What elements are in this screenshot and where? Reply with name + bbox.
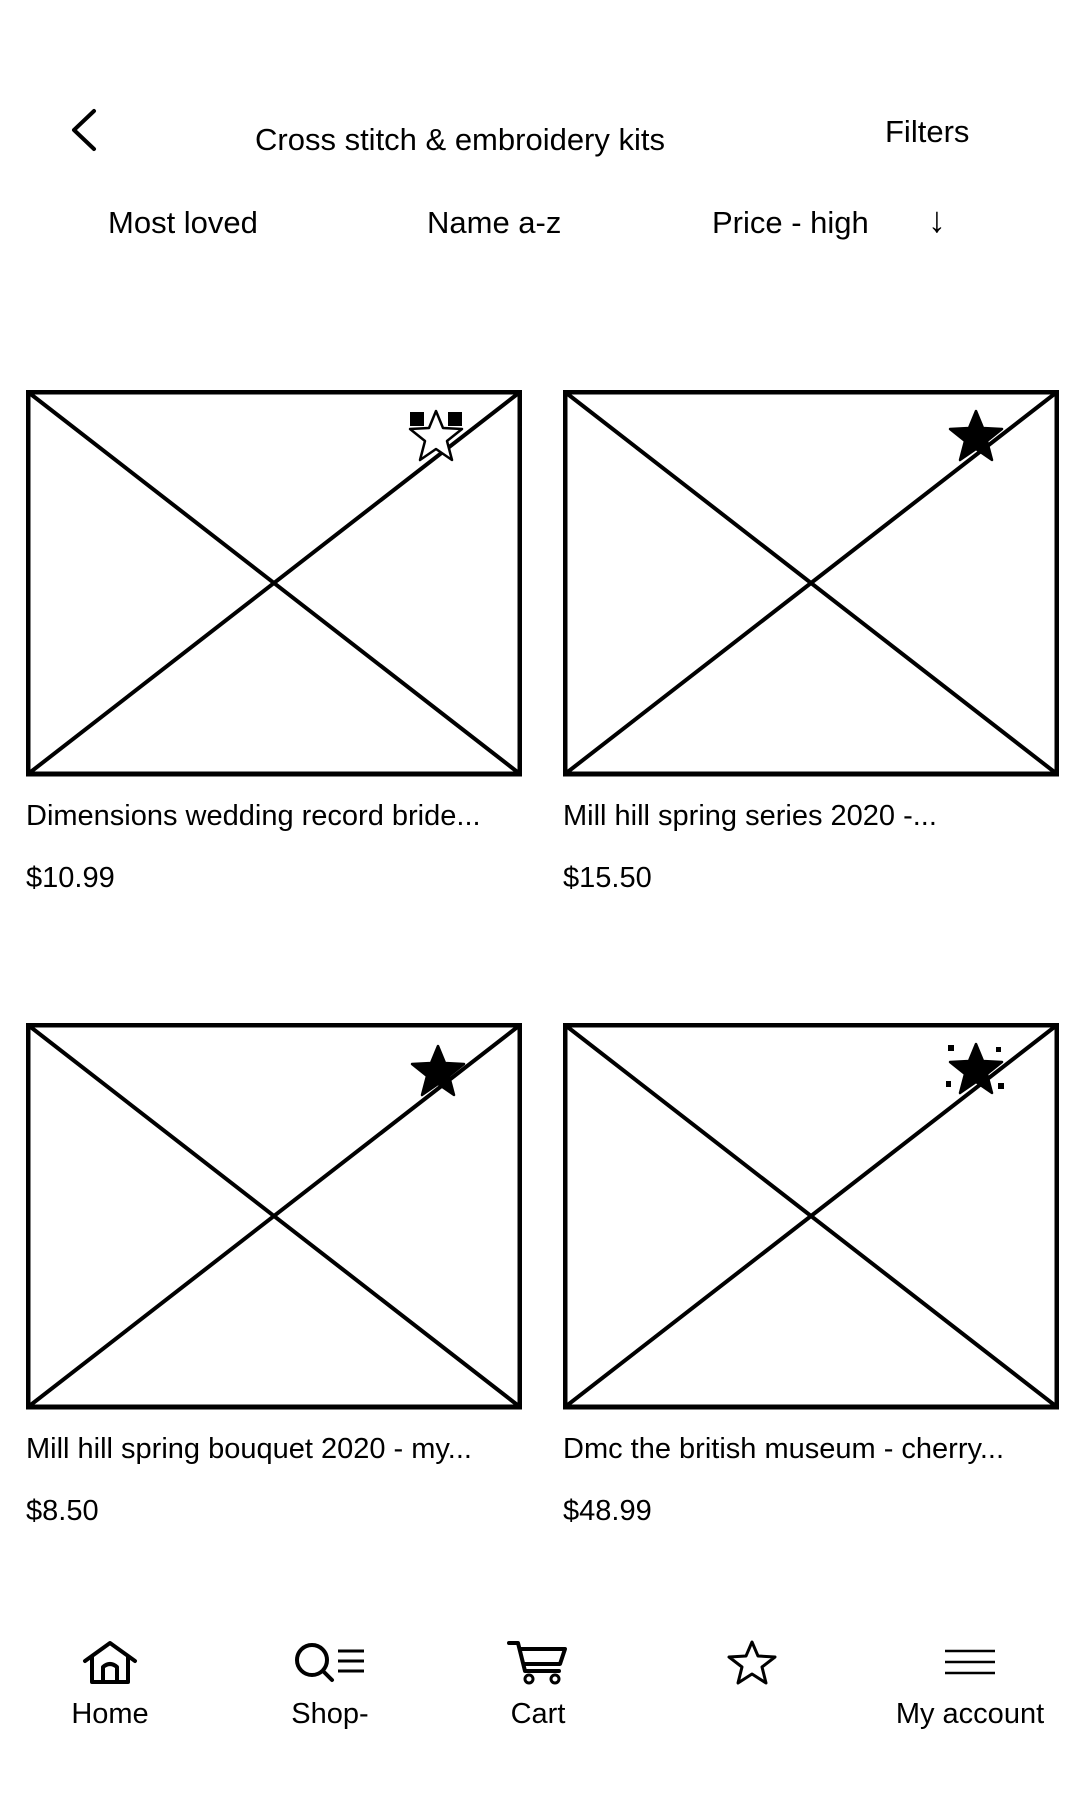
product-price: $15.50 <box>563 862 652 894</box>
favorite-star-filled-icon[interactable] <box>408 1043 468 1099</box>
home-icon <box>83 1641 137 1684</box>
product-card[interactable]: Mill hill spring bouquet 2020 - my... $8… <box>26 1023 522 1543</box>
sort-price-high[interactable]: Price - high <box>712 205 869 240</box>
favorite-star-outline-icon[interactable] <box>406 408 466 464</box>
product-name[interactable]: Mill hill spring series 2020 -... <box>563 800 937 832</box>
sort-direction-arrow-icon[interactable]: ↓ <box>928 199 946 240</box>
product-name[interactable]: Dmc the british museum - cherry... <box>563 1433 1005 1465</box>
image-placeholder <box>26 1023 522 1410</box>
image-placeholder <box>563 390 1059 777</box>
product-card[interactable]: Dimensions wedding record bride... $10.9… <box>26 390 522 910</box>
nav-label: My account <box>895 1698 1045 1730</box>
menu-icon <box>945 1649 995 1675</box>
back-button[interactable] <box>58 100 108 160</box>
filters-button[interactable]: Filters <box>885 114 970 149</box>
product-name[interactable]: Dimensions wedding record bride... <box>26 800 481 832</box>
sort-most-loved[interactable]: Most loved <box>108 205 258 240</box>
product-card[interactable]: Dmc the british museum - cherry... $48.9… <box>563 1023 1059 1543</box>
nav-home[interactable]: Home <box>50 1638 170 1738</box>
sort-name-az[interactable]: Name a-z <box>427 205 562 240</box>
nav-cart[interactable]: Cart <box>478 1638 598 1738</box>
product-name[interactable]: Mill hill spring bouquet 2020 - my... <box>26 1433 472 1465</box>
nav-my-account[interactable]: My account <box>885 1638 1055 1738</box>
image-placeholder <box>563 1023 1059 1410</box>
nav-favorites[interactable] <box>692 1638 812 1738</box>
star-icon <box>727 1640 777 1685</box>
nav-label: Shop- <box>291 1698 369 1730</box>
chevron-left-icon <box>72 109 96 151</box>
product-price: $10.99 <box>26 862 115 894</box>
product-price: $8.50 <box>26 1495 99 1527</box>
favorite-star-filled-icon[interactable] <box>946 408 1006 464</box>
image-placeholder <box>26 390 522 777</box>
product-card[interactable]: Mill hill spring series 2020 -... $15.50 <box>563 390 1059 910</box>
nav-shop[interactable]: Shop- <box>270 1638 390 1738</box>
search-list-icon <box>295 1643 364 1682</box>
favorite-star-filled-icon[interactable] <box>946 1041 1006 1097</box>
cart-icon <box>507 1641 567 1685</box>
product-price: $48.99 <box>563 1495 652 1527</box>
nav-label: Cart <box>510 1698 566 1730</box>
nav-label: Home <box>71 1698 149 1730</box>
page-title: Cross stitch & embroidery kits <box>255 122 665 157</box>
